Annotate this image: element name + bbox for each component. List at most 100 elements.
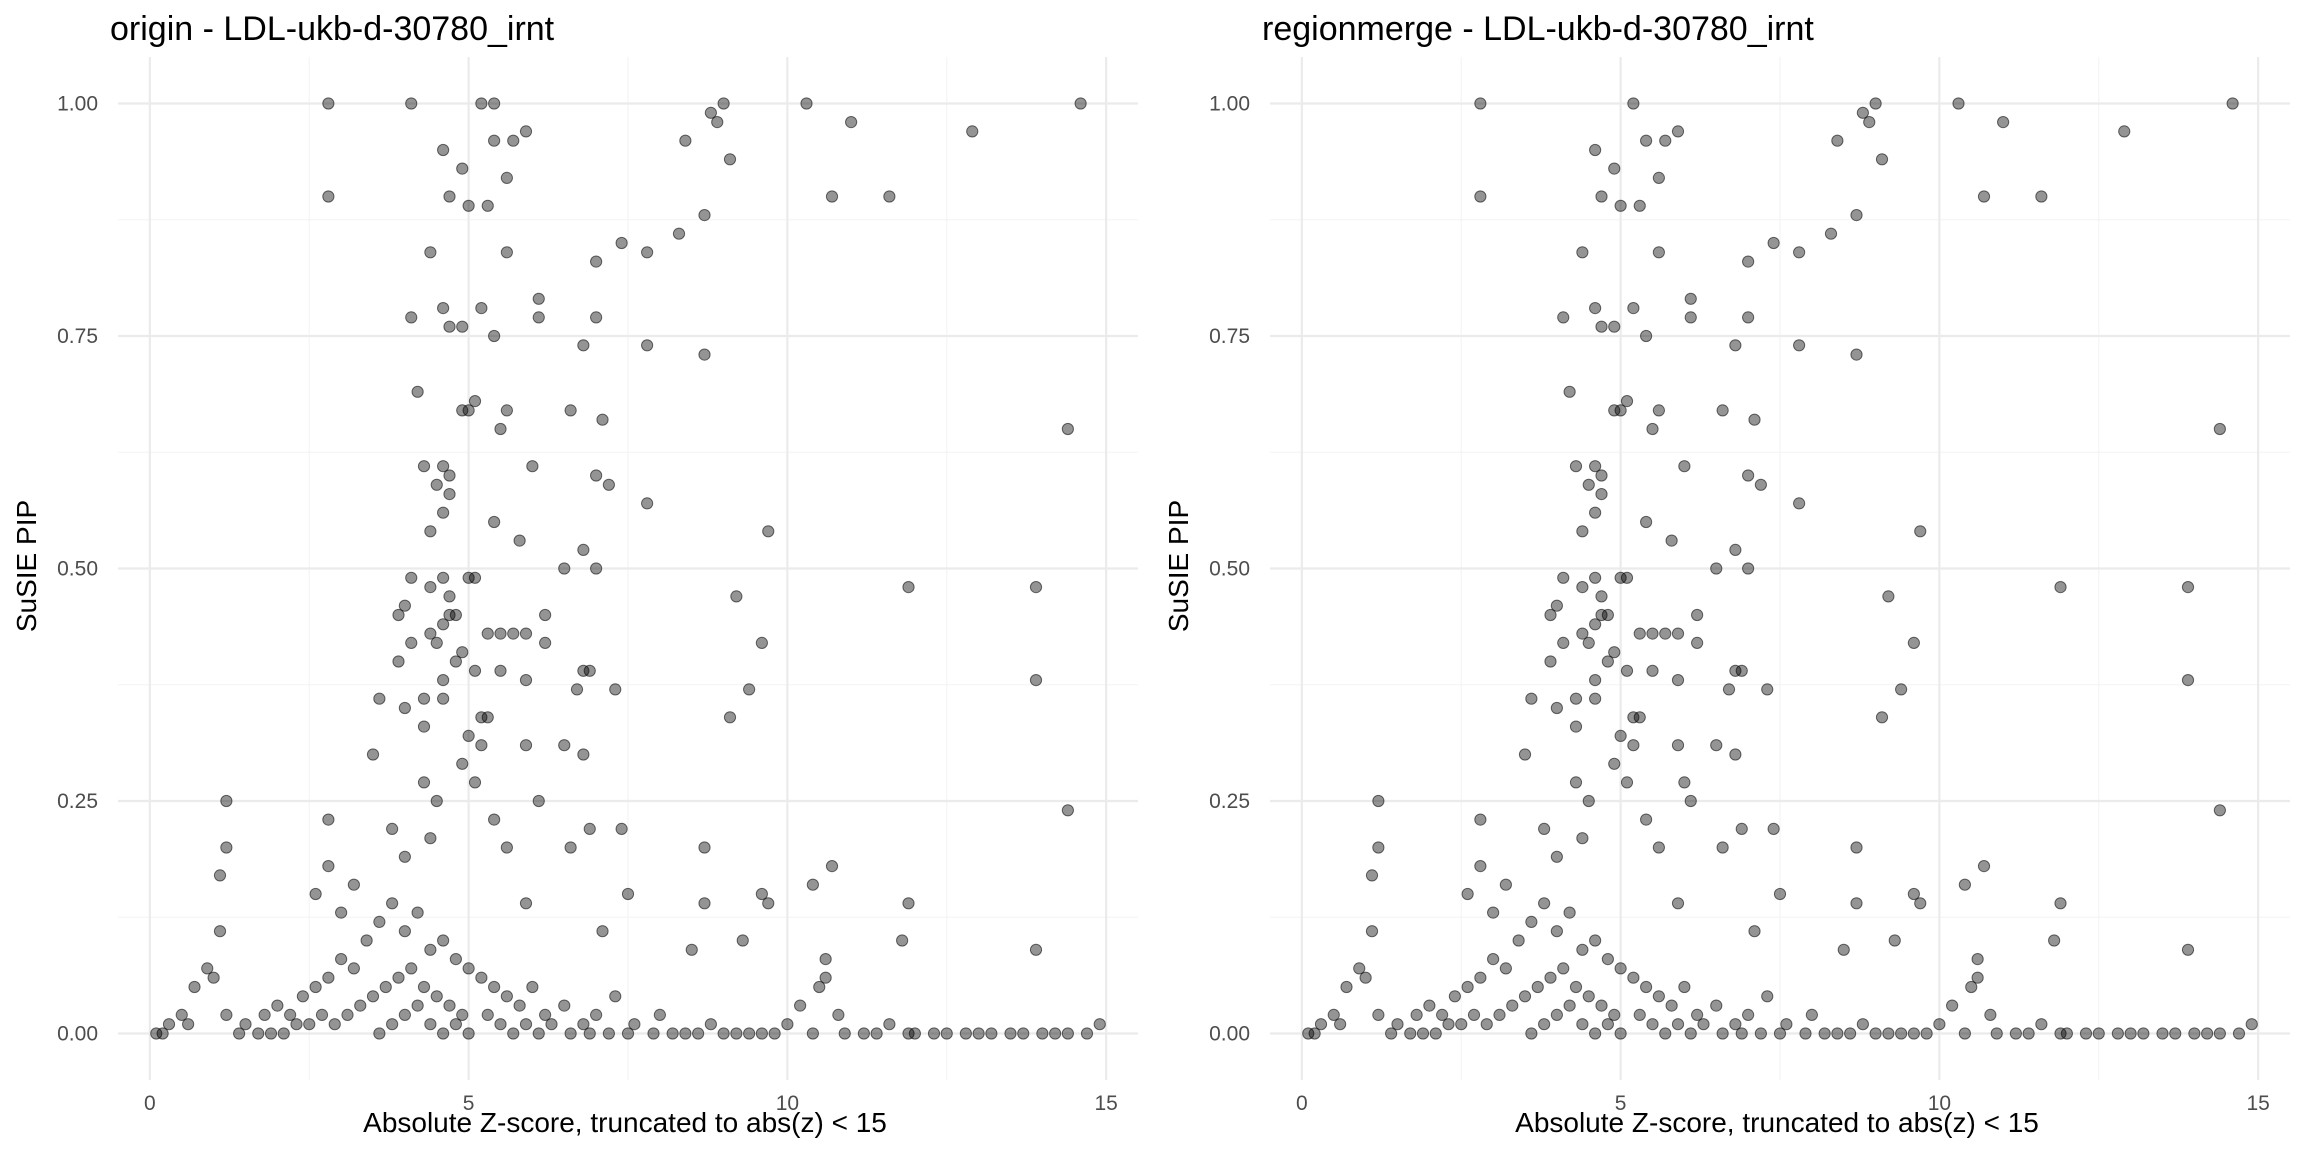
scatter-point [417, 720, 431, 733]
scatter-point [641, 339, 654, 352]
scatter-point [1684, 1027, 1697, 1040]
scatter-point [475, 97, 488, 110]
scatter-point [494, 664, 507, 677]
scatter-point [2232, 1027, 2246, 1040]
scatter-point [927, 1027, 941, 1040]
scatter-point [1831, 134, 1844, 147]
scatter-point [1576, 832, 1589, 845]
scatter-point [264, 1027, 278, 1040]
scatter-point [641, 497, 654, 510]
scatter-point [322, 813, 335, 826]
scatter-point [405, 97, 418, 110]
scatter-point [704, 1018, 717, 1031]
scatter-point [2156, 1027, 2169, 1040]
scatter-point [532, 794, 545, 808]
scatter-point [443, 608, 456, 622]
scatter-point [481, 1008, 494, 1022]
scatter-point [704, 106, 717, 119]
scatter-point [1061, 804, 1074, 817]
scatter-point [437, 618, 450, 631]
scatter-point [762, 525, 775, 538]
gridlines-regionmerge [1270, 57, 2290, 1080]
scatter-point [456, 646, 469, 659]
scatter-point [819, 953, 832, 966]
scatter-point [1633, 627, 1646, 640]
scatter-point [583, 664, 596, 677]
scatter-point [1372, 794, 1385, 808]
scatter-point [456, 1008, 469, 1022]
scatter-point [1538, 1018, 1551, 1031]
scatter-point [430, 636, 443, 650]
scatter-point [825, 860, 839, 873]
scatter-point [437, 571, 450, 584]
scatter-point [347, 962, 360, 975]
scatter-point [1742, 469, 1755, 482]
scatter-point [507, 134, 520, 147]
scatter-point [1633, 199, 1646, 212]
chart-title-origin: origin - LDL-ukb-d-30780_irnt [110, 10, 555, 48]
scatter-point [985, 1027, 998, 1040]
scatter-point [1327, 1008, 1340, 1022]
scatter-point [507, 1027, 520, 1040]
scatter-point [1844, 1027, 1857, 1040]
scatter-point [1569, 692, 1583, 705]
scatter-point [1659, 1027, 1672, 1040]
scatter-point [532, 292, 545, 305]
scatter-point [857, 1027, 870, 1040]
scatter-point [615, 236, 628, 250]
chart-title-regionmerge: regionmerge - LDL-ukb-d-30780_irnt [1262, 10, 1814, 48]
scatter-point [373, 915, 386, 929]
scatter-point [1710, 999, 1723, 1012]
scatter-point [1888, 934, 1901, 947]
scatter-point [519, 739, 533, 752]
scatter-point [1544, 655, 1557, 668]
scatter-point [220, 841, 233, 854]
scatter-point [685, 943, 698, 956]
scatter-point [1608, 162, 1621, 175]
scatter-point [1984, 1008, 1997, 1022]
scatter-point [366, 990, 380, 1003]
scatter-point [1684, 292, 1697, 305]
scatter-point [1544, 971, 1557, 984]
scatter-point [1576, 246, 1589, 259]
scatter-point [2054, 897, 2067, 910]
scatter-point [1627, 97, 1640, 110]
scatter-point [526, 980, 539, 994]
scatter-point [1614, 404, 1627, 417]
scatter-point [883, 1018, 896, 1031]
scatter-point [2022, 1027, 2035, 1040]
scatter-point [1538, 897, 1551, 910]
scatter-point [468, 571, 482, 584]
scatter-point [1525, 692, 1538, 705]
scatter-point [1576, 943, 1589, 956]
scatter-point [411, 999, 424, 1012]
scatter-point [1595, 488, 1608, 501]
scatter-point [500, 404, 513, 417]
scatter-point [335, 906, 348, 919]
scatter-point [1608, 757, 1621, 770]
scatter-point [398, 1008, 411, 1022]
scatter-point [800, 97, 813, 110]
scatter-point [1742, 562, 1755, 575]
scatter-point [1742, 1008, 1755, 1022]
scatter-point [1017, 1027, 1030, 1040]
y-tick-label: 1.00 [1209, 93, 1250, 116]
scatter-point [443, 469, 456, 482]
y-axis-title-regionmerge: SuSIE PIP [1163, 500, 1194, 632]
scatter-point [621, 887, 635, 901]
scatter-point [417, 776, 431, 789]
scatter-point [596, 925, 609, 938]
scatter-point [462, 199, 475, 212]
scatter-point [1684, 794, 1697, 808]
scatter-point [2111, 1027, 2124, 1040]
scatter-point [2226, 97, 2239, 110]
scatter-point [1748, 413, 1761, 426]
scatter-point [1671, 125, 1685, 138]
scatter-point [1531, 980, 1544, 994]
scatter-point [1576, 1018, 1589, 1031]
scatter-point [1793, 497, 1806, 510]
scatter-point [519, 897, 533, 910]
scatter-point [1480, 1018, 1493, 1031]
scatter-point [730, 1027, 743, 1040]
scatter-point [1302, 1027, 1315, 1040]
